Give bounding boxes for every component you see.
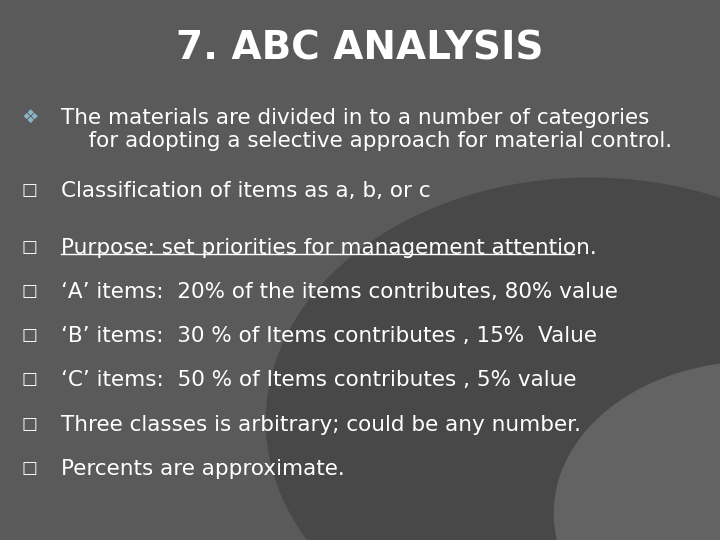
Text: Three classes is arbitrary; could be any number.: Three classes is arbitrary; could be any… (61, 415, 581, 435)
Text: □: □ (22, 370, 37, 388)
Text: 7. ABC ANALYSIS: 7. ABC ANALYSIS (176, 30, 544, 68)
Text: The materials are divided in to a number of categories
    for adopting a select: The materials are divided in to a number… (61, 108, 672, 151)
Text: □: □ (22, 181, 37, 199)
Text: ❖: ❖ (22, 108, 39, 127)
Circle shape (266, 178, 720, 540)
Text: □: □ (22, 415, 37, 433)
Text: ‘C’ items:  50 % of Items contributes , 5% value: ‘C’ items: 50 % of Items contributes , 5… (61, 370, 577, 390)
Text: ‘A’ items:  20% of the items contributes, 80% value: ‘A’ items: 20% of the items contributes,… (61, 282, 618, 302)
Text: □: □ (22, 282, 37, 300)
Text: □: □ (22, 238, 37, 255)
Text: Purpose: set priorities for management attention.: Purpose: set priorities for management a… (61, 238, 597, 258)
Circle shape (554, 362, 720, 540)
Text: Percents are approximate.: Percents are approximate. (61, 459, 345, 479)
Text: ‘B’ items:  30 % of Items contributes , 15%  Value: ‘B’ items: 30 % of Items contributes , 1… (61, 326, 597, 346)
Text: □: □ (22, 459, 37, 477)
Text: Classification of items as a, b, or c: Classification of items as a, b, or c (61, 181, 431, 201)
Text: □: □ (22, 326, 37, 344)
